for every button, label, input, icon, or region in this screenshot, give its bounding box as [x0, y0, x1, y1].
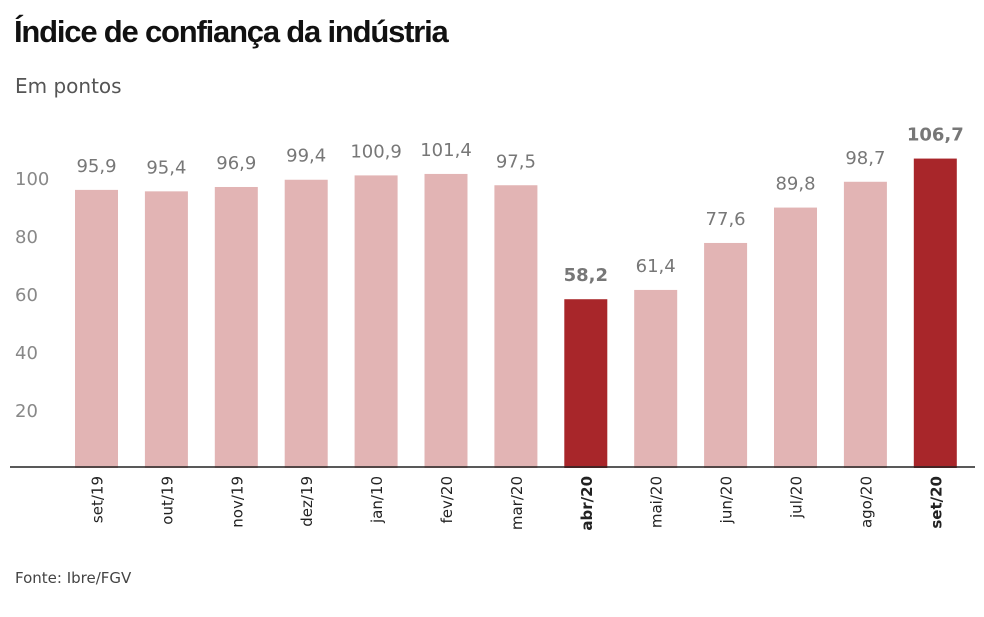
data-label: 101,4: [420, 140, 472, 161]
bar: [424, 173, 468, 468]
x-tick-label: out/19: [158, 476, 176, 525]
x-tick-label: set/20: [927, 476, 945, 529]
data-label: 99,4: [286, 146, 326, 167]
x-tick-label: jun/20: [718, 476, 736, 524]
y-tick-label: 80: [15, 227, 38, 248]
data-label: 98,7: [845, 148, 885, 169]
bar: [634, 289, 678, 468]
bar: [214, 186, 258, 469]
data-label: 95,9: [76, 156, 116, 177]
x-tick-label: dez/19: [298, 476, 316, 527]
bar: [704, 242, 748, 468]
x-tick-label: fev/20: [438, 476, 456, 524]
data-label: 89,8: [775, 174, 815, 195]
data-label: 95,4: [146, 157, 186, 178]
y-tick-label: 40: [15, 343, 38, 364]
chart-title: Índice de confiança da indústria: [14, 14, 449, 49]
bar: [75, 189, 118, 468]
y-tick-label: 100: [15, 169, 49, 190]
x-tick-label: nov/19: [228, 476, 246, 528]
data-label: 77,6: [706, 209, 746, 230]
y-tick-label: 20: [15, 401, 38, 422]
bar: [564, 299, 608, 468]
source-note: Fonte: Ibre/FGV: [15, 569, 132, 587]
x-tick-label: jan/10: [368, 476, 386, 524]
bar: [913, 158, 957, 468]
data-label: 96,9: [216, 153, 256, 174]
x-tick-label: abr/20: [578, 476, 596, 531]
x-tick-label: mai/20: [648, 476, 666, 528]
y-tick-label: 60: [15, 285, 38, 306]
x-tick-label: set/19: [89, 476, 107, 523]
x-tick-label: mar/20: [508, 476, 526, 530]
chart-subtitle: Em pontos: [15, 74, 122, 98]
bar: [284, 179, 328, 469]
data-label: 61,4: [636, 256, 676, 277]
data-label: 106,7: [907, 125, 964, 146]
data-label: 100,9: [350, 141, 402, 162]
x-tick-label: jul/20: [788, 476, 806, 519]
x-tick-label: ago/20: [857, 476, 875, 528]
data-label: 97,5: [496, 151, 536, 172]
bar: [494, 185, 538, 468]
data-label: 58,2: [564, 265, 608, 286]
bar: [843, 181, 887, 468]
bar: [354, 175, 398, 468]
bar: [774, 207, 817, 468]
bar: [144, 191, 188, 468]
